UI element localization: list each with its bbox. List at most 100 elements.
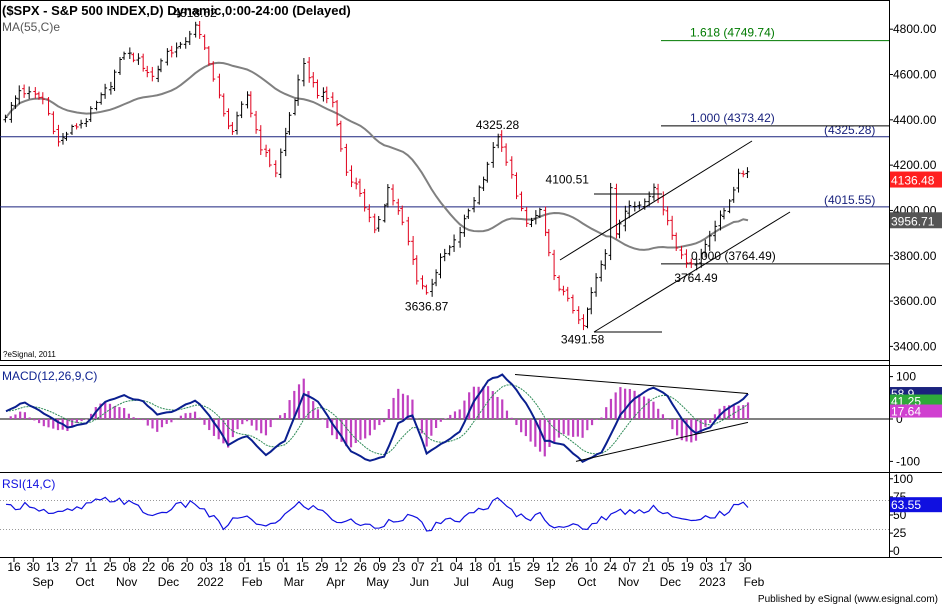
panel-frames [0, 0, 942, 558]
channel-lower-line [593, 211, 791, 333]
macd-signal-line [5, 384, 749, 456]
price-bar [122, 51, 127, 60]
x-day-label: 20 [180, 560, 194, 574]
fib-level-label: 0.000 (3764.49) [691, 249, 776, 263]
price-bar [382, 203, 387, 223]
x-month-label: Oct [577, 575, 596, 589]
level-label: (4015.55) [824, 193, 875, 207]
price-bar [169, 45, 174, 58]
x-day-label: 19 [681, 560, 695, 574]
price-bar [707, 230, 712, 251]
rsi-value-tag [890, 497, 942, 513]
price-bar [321, 87, 326, 102]
x-day-label: 13 [46, 560, 60, 574]
x-day-label: 03 [700, 560, 714, 574]
price-bar [632, 201, 637, 212]
x-day-label: 29 [527, 560, 541, 574]
price-bar [211, 61, 216, 82]
swing-label: 4100.51 [546, 173, 590, 187]
price-bar [335, 100, 340, 127]
price-bar [141, 53, 146, 72]
price-tick-label: 3400.00 [893, 339, 937, 353]
x-month-label: Sep [534, 575, 556, 589]
price-bars [3, 20, 750, 331]
price-bar [131, 52, 136, 63]
x-day-label: 03 [200, 560, 214, 574]
price-bar [537, 207, 542, 218]
x-day-label: 05 [661, 560, 675, 574]
price-bar [74, 123, 79, 130]
price-bar [458, 226, 463, 248]
price-bar [736, 168, 741, 193]
price-bar [118, 57, 123, 75]
price-bar [264, 144, 269, 158]
swing-label: 3764.49 [674, 271, 718, 285]
price-bar [156, 65, 161, 83]
x-day-label: 18 [469, 560, 483, 574]
chart-title: ($SPX - S&P 500 INDEX,D) Dynamic,0:00-24… [2, 3, 351, 18]
price-bar [56, 124, 61, 147]
x-day-label: 23 [392, 560, 406, 574]
price-bar [40, 92, 45, 105]
price-bar [273, 160, 278, 178]
price-bar [411, 235, 416, 265]
swing-label: 3636.87 [405, 300, 449, 314]
price-bar [3, 114, 8, 123]
price-bar [703, 239, 708, 258]
macd-value-label: 17.64 [891, 405, 921, 419]
price-bar [713, 220, 718, 242]
rsi-tick-label: 25 [893, 526, 907, 540]
x-month-label: Dec [660, 575, 681, 589]
price-bar [248, 91, 253, 118]
price-bar [103, 83, 108, 99]
macd-tick-label: -100 [896, 454, 920, 468]
x-day-label: 15 [507, 560, 521, 574]
x-day-label: 07 [623, 560, 637, 574]
x-month-label: Feb [744, 575, 765, 589]
price-bar [193, 21, 198, 38]
price-bar [718, 210, 723, 231]
price-bar [430, 278, 435, 297]
price-bar [665, 206, 670, 226]
footer-text: Published by eSignal (www.esignal.com) [758, 594, 938, 605]
price-bar [570, 294, 575, 314]
x-day-label: 22 [142, 560, 156, 574]
macd-upper-trendline [514, 373, 749, 395]
price-bar [165, 48, 170, 66]
price-bar [485, 161, 490, 183]
x-month-label: Dec [158, 575, 179, 589]
last-price-tag [890, 171, 942, 188]
price-annotations: 4818.62 4325.28 3636.87 3491.58 4100.51 3764.… [173, 6, 718, 347]
price-bar [589, 287, 594, 315]
price-bar [689, 258, 694, 269]
x-day-label: 29 [315, 560, 329, 574]
price-bar [585, 307, 590, 329]
price-bar [499, 130, 504, 152]
price-bar [546, 228, 551, 257]
x-day-label: 30 [27, 560, 41, 574]
y-axes: 3400.003600.003800.004000.004200.004400.… [889, 22, 942, 353]
x-month-label: Nov [116, 575, 137, 589]
price-bar [594, 273, 599, 297]
level-label: (4325.28) [824, 123, 875, 137]
price-bar [741, 170, 746, 178]
x-day-label: 04 [450, 560, 464, 574]
price-bar [307, 57, 312, 83]
price-bar [33, 87, 38, 99]
x-day-label: 12 [546, 560, 560, 574]
footer-bg [764, 592, 942, 606]
price-bar [391, 184, 396, 206]
price-bar [385, 184, 390, 208]
x-month-label: Mar [284, 575, 305, 589]
x-day-label: 12 [334, 560, 348, 574]
price-bar [226, 108, 231, 130]
price-tick-label: 3600.00 [893, 294, 937, 308]
x-day-label: 15 [257, 560, 271, 574]
x-day-label: 15 [296, 560, 310, 574]
price-bar [491, 142, 496, 168]
price-bar [349, 165, 354, 188]
price-bar [504, 143, 509, 166]
price-bar [99, 92, 104, 105]
price-bar [315, 79, 320, 99]
